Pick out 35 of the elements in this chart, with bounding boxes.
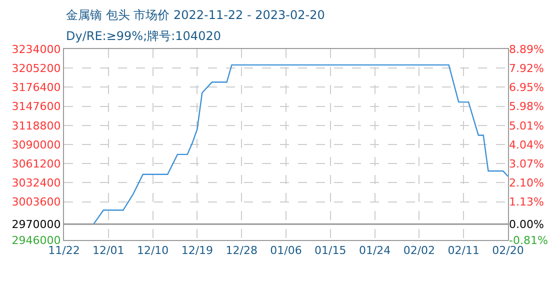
y2-tick-label: 8.89%	[509, 42, 544, 56]
x-tick-label: 02/20	[492, 244, 524, 258]
chart-subtitle: Dy/RE:≥99%;牌号:104020	[66, 29, 221, 43]
x-tick-label: 11/22	[48, 244, 80, 258]
x-tick-label: 12/28	[226, 244, 258, 258]
chart-title: 金属镝 包头 市场价 2022-11-22 - 2023-02-20	[66, 8, 325, 22]
y2-tick-label: 5.01%	[509, 119, 544, 132]
y-tick-label: 3003600	[12, 196, 61, 209]
y-tick-label: 3118800	[12, 119, 61, 132]
x-tick-label: 01/15	[314, 244, 346, 258]
y-tick-label: 3061200	[12, 157, 61, 170]
y-tick-label: 3176400	[12, 81, 61, 94]
y2-tick-label: 6.95%	[509, 81, 544, 94]
x-tick-label: 12/10	[136, 244, 169, 258]
x-tick-label: 12/01	[92, 244, 124, 258]
x-tick-label: 01/24	[358, 244, 391, 258]
y2-tick-label: 1.13%	[509, 196, 544, 209]
y2-tick-label: 2.10%	[509, 176, 544, 190]
y-tick-label: 3205200	[12, 62, 61, 75]
x-tick-label: 12/19	[181, 244, 214, 258]
y-tick-label: 3032400	[12, 176, 61, 190]
y2-tick-label: 5.98%	[509, 100, 544, 114]
y2-tick-label: 7.92%	[509, 62, 544, 75]
y2-tick-label: 3.07%	[509, 157, 544, 170]
x-tick-label: 02/11	[448, 244, 480, 258]
x-tick-label: 02/02	[403, 244, 436, 258]
y-tick-label: 3090000	[12, 138, 61, 152]
y2-tick-label: -0.81%	[509, 234, 548, 247]
y-tick-label: 3234000	[12, 42, 61, 56]
y2-tick-label: 4.04%	[509, 138, 544, 152]
y-tick-label: 2970000	[12, 218, 61, 231]
y2-tick-label: 0.00%	[509, 218, 544, 231]
y-tick-label: 2946000	[12, 234, 61, 247]
y-tick-label: 3147600	[12, 100, 61, 114]
x-tick-label: 01/06	[270, 244, 302, 258]
